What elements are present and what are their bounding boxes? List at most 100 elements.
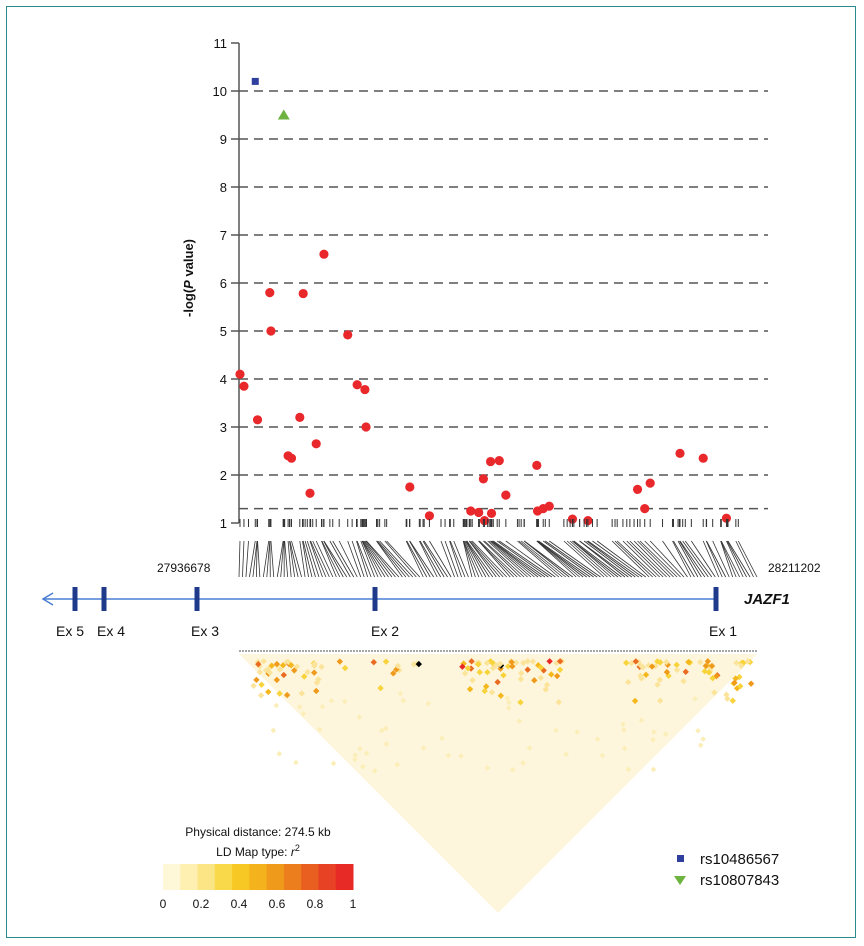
ld-cell: [711, 689, 718, 696]
ld-cell: [637, 672, 644, 679]
connector-line: [377, 540, 410, 578]
ld-cell: [516, 718, 523, 725]
ld-cell: [625, 766, 632, 773]
ld-cell: [445, 752, 452, 759]
ld-cell: [341, 664, 349, 672]
ld-cell: [311, 669, 318, 676]
ld-cell: [500, 672, 507, 679]
ld-cell: [276, 666, 284, 673]
coord-start-label: 27936678: [157, 561, 211, 575]
ld-cell: [704, 658, 712, 665]
ld-cell: [298, 690, 306, 697]
scale-tick-label: 0.2: [193, 897, 210, 911]
exon-label: Ex 3: [191, 623, 219, 639]
gene-arrow-icon: [41, 592, 54, 606]
connector-line: [720, 540, 737, 578]
scale-swatch: [335, 864, 354, 890]
ld-cell: [553, 672, 561, 680]
ld-cell: [563, 751, 570, 757]
connector-line: [321, 540, 341, 578]
exon-label: Ex 4: [97, 623, 125, 639]
connector-line: [310, 540, 327, 578]
scale-swatch: [249, 864, 268, 890]
ld-cell: [304, 668, 311, 676]
connector-line: [365, 540, 396, 578]
connector-line: [563, 540, 605, 578]
ld-cell: [656, 659, 664, 666]
connector-line: [329, 540, 351, 578]
ld-cell: [484, 669, 491, 676]
ld-cell: [475, 661, 482, 668]
ld-cell: [383, 725, 389, 732]
connector-line: [536, 540, 577, 578]
ld-cell: [505, 663, 512, 670]
ld-cell: [729, 697, 736, 704]
connector-line: [468, 540, 497, 578]
connector-line: [691, 540, 716, 578]
data-point: [698, 453, 708, 463]
connector-line: [323, 540, 348, 578]
scale-swatch: [283, 864, 302, 890]
connector-line: [323, 540, 344, 578]
ld-cell: [258, 681, 265, 688]
connector-line: [524, 540, 573, 578]
data-point: [265, 288, 275, 298]
connector-line: [488, 540, 532, 578]
ld-cell: [464, 665, 472, 672]
connector-line: [315, 540, 334, 578]
connector-line: [245, 540, 249, 578]
ld-cell: [724, 695, 731, 702]
connector-line: [639, 540, 678, 578]
ld-cell: [273, 660, 281, 668]
connector-line: [629, 540, 667, 578]
ld-cell: [509, 766, 516, 773]
ld-cell: [296, 704, 303, 710]
connector-line: [523, 540, 570, 578]
scale-swatch: [197, 864, 216, 890]
connector-line: [536, 540, 580, 578]
ld-cell: [697, 659, 704, 666]
connector-line: [356, 540, 372, 578]
connector-line: [483, 540, 521, 578]
ld-cell: [708, 662, 716, 670]
connector-line: [491, 540, 539, 578]
connector-line: [479, 540, 518, 578]
connector-line: [702, 540, 720, 578]
connector-line: [569, 540, 612, 578]
data-points: [235, 77, 732, 526]
connector-line: [465, 540, 490, 578]
data-point: [501, 490, 511, 500]
connector-line: [309, 540, 323, 578]
ld-map-type-var: r: [291, 845, 296, 859]
ld-heatmap: [239, 654, 757, 913]
ld-cell: [553, 727, 559, 734]
ld-cell: [542, 686, 549, 693]
exon-mark: [713, 587, 719, 611]
ld-cell: [520, 659, 527, 667]
ld-cell: [439, 735, 445, 741]
ld-cell: [651, 729, 657, 735]
ld-cell: [556, 658, 564, 665]
ld-cell: [662, 731, 669, 738]
connector-line: [465, 540, 487, 578]
connector-line: [321, 540, 337, 578]
data-point: [319, 249, 329, 259]
exon-label: Ex 2: [371, 623, 399, 639]
connector-line: [614, 540, 653, 578]
data-point: [532, 460, 542, 470]
data-point: [405, 482, 415, 492]
gene-track: Ex 5 Ex 4 Ex 3 Ex 2 Ex 1: [41, 587, 737, 639]
connector-line: [520, 540, 567, 578]
connector-line: [679, 540, 706, 578]
scale-swatch: [180, 864, 199, 890]
ld-map-type-prefix: LD Map type:: [216, 845, 291, 859]
ld-cell: [594, 736, 601, 742]
data-point: [266, 326, 276, 336]
ld-cell: [650, 736, 656, 743]
data-point: [295, 412, 305, 422]
ld-cell: [620, 721, 626, 728]
connector-line: [376, 540, 407, 578]
connector-line: [338, 540, 358, 578]
ld-cell: [357, 745, 363, 752]
connector-line: [376, 540, 403, 578]
